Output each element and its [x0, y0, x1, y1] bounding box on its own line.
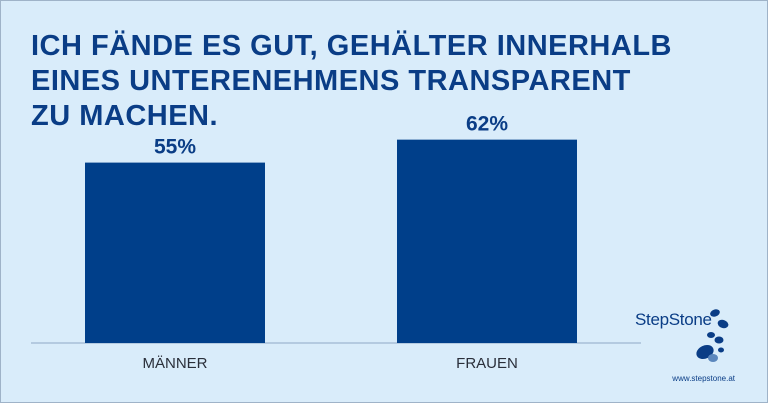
- data-label-2: 62%: [466, 113, 508, 136]
- logo-wordmark: StepStone: [635, 310, 712, 329]
- category-label-1: MÄNNER: [142, 355, 207, 372]
- stepstone-logo: StepStone: [607, 306, 741, 368]
- title-line-3: ZU MACHEN.: [31, 100, 219, 132]
- category-label-2: FRAUEN: [456, 355, 518, 372]
- stones-icon: [696, 309, 729, 362]
- website-url[interactable]: www.stepstone.at: [672, 374, 735, 383]
- data-label-1: 55%: [154, 136, 196, 159]
- chart-title: ICH FÄNDE ES GUT, GEHÄLTER INNERHALB EIN…: [31, 29, 672, 134]
- title-line-1: ICH FÄNDE ES GUT, GEHÄLTER INNERHALB: [31, 30, 672, 62]
- bar-1: [85, 162, 265, 343]
- title-line-2: EINES UNTERENEHMENS TRANSPARENT: [31, 65, 631, 97]
- bar-2: [397, 139, 577, 343]
